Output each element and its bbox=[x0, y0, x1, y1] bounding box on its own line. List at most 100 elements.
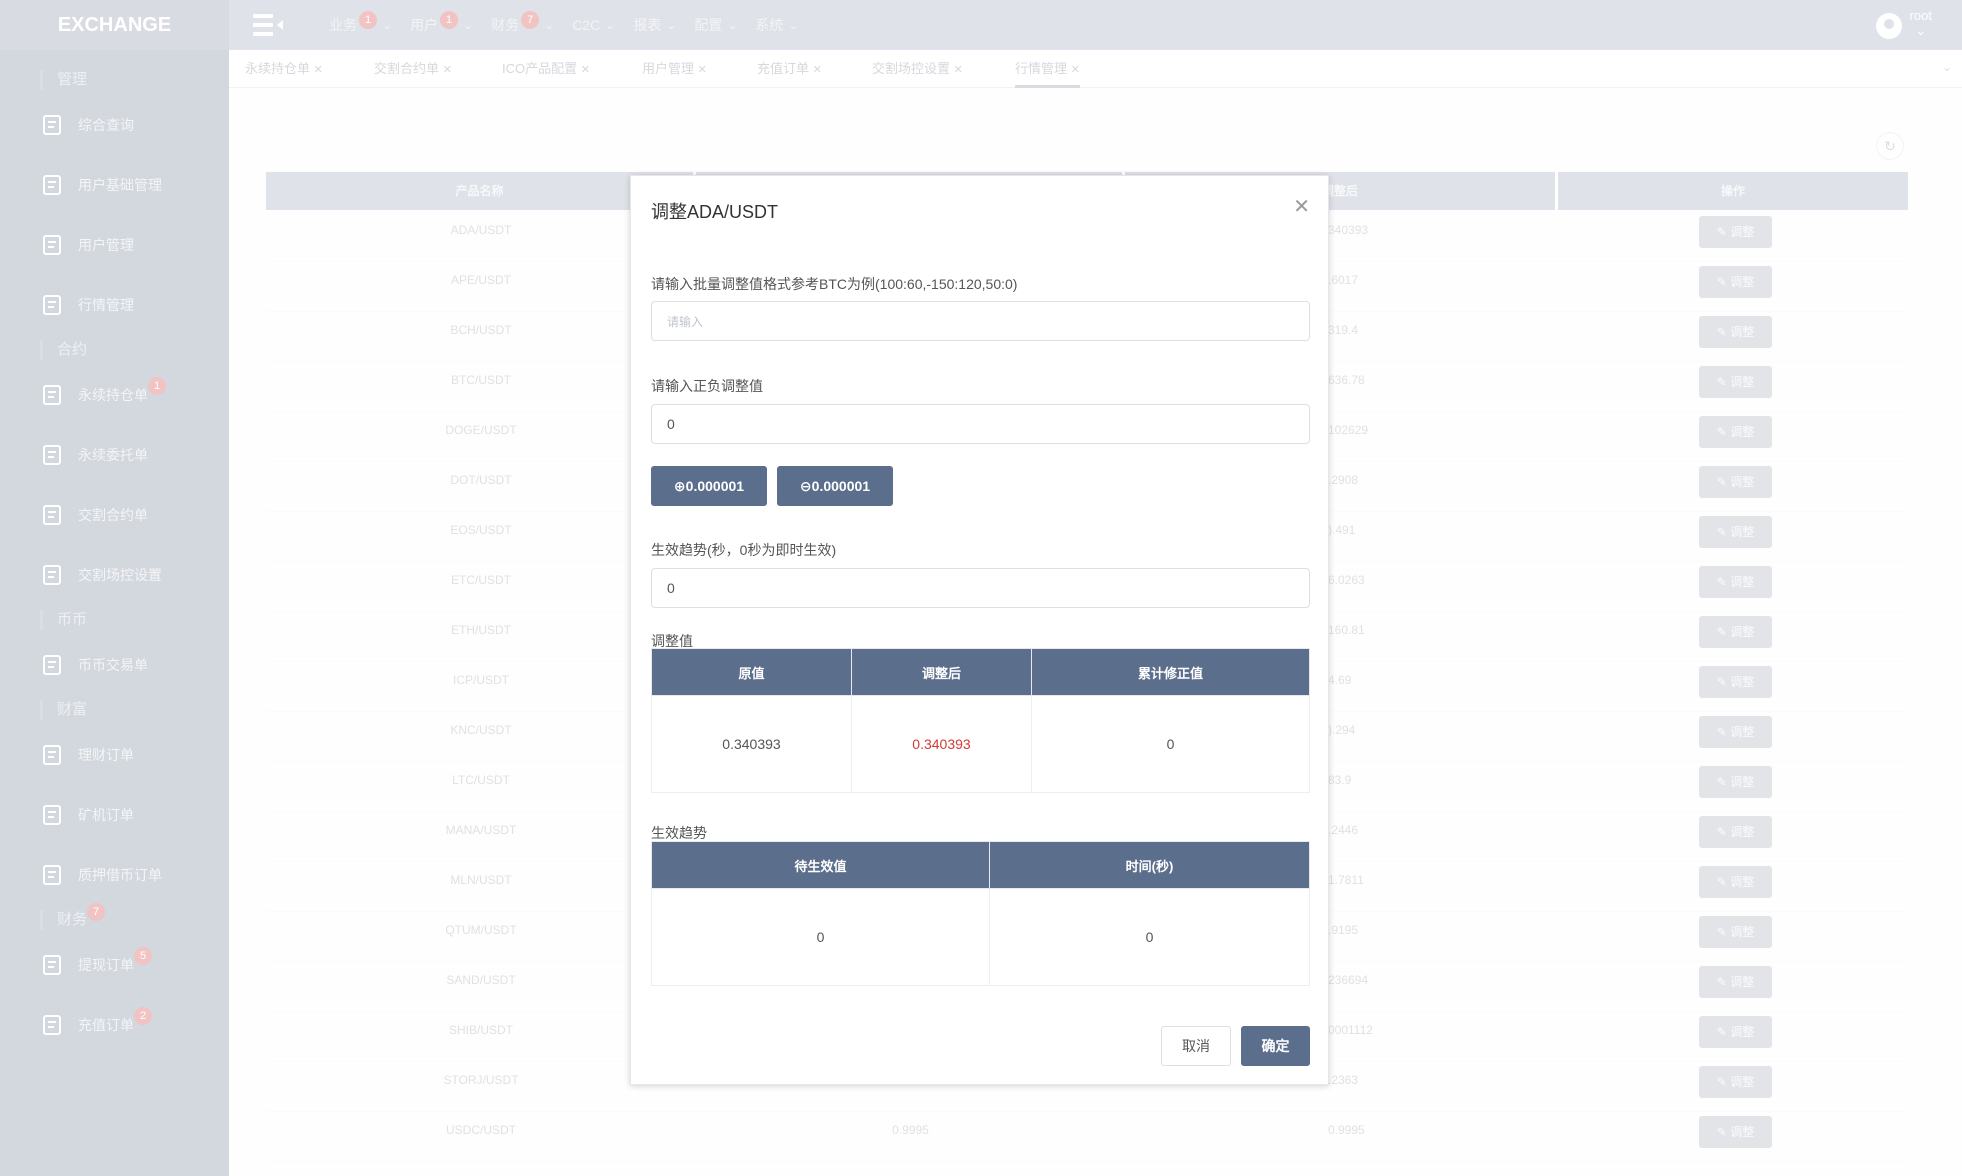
adjust-button[interactable]: ✎ 调整 bbox=[1699, 866, 1772, 898]
adjust-button[interactable]: ✎ 调整 bbox=[1699, 616, 1772, 648]
close-icon[interactable]: ✕ bbox=[1070, 64, 1080, 76]
sidebar-item[interactable]: 交割场控设置 bbox=[40, 560, 162, 590]
trend-input[interactable] bbox=[651, 568, 1310, 608]
sidebar-item[interactable]: 理财订单 bbox=[40, 740, 134, 770]
tab-label: 交割场控设置 bbox=[872, 61, 951, 76]
avatar-icon bbox=[1875, 13, 1902, 39]
adjust-button[interactable]: ✎ 调整 bbox=[1699, 566, 1772, 598]
plus-circle-icon: ⊕ bbox=[673, 478, 686, 494]
user-menu[interactable]: root ⌄ bbox=[1874, 8, 1932, 40]
adjust-button[interactable]: ✎ 调整 bbox=[1699, 516, 1772, 548]
sidebar-item[interactable]: 币币交易单 bbox=[40, 650, 148, 680]
menu-label: 报表 bbox=[633, 17, 662, 33]
close-icon[interactable]: ✕ bbox=[812, 64, 822, 76]
sidebar-item[interactable]: 用户基础管理 bbox=[40, 170, 162, 200]
sidebar-item[interactable]: 矿机订单 bbox=[40, 800, 134, 830]
count-badge: 1 bbox=[440, 11, 459, 29]
adjust-button[interactable]: ✎ 调整 bbox=[1699, 216, 1772, 248]
gear-icon bbox=[40, 563, 66, 587]
decrease-button[interactable]: ⊖0.000001 bbox=[777, 466, 893, 506]
product-name: MLN/USDT bbox=[450, 873, 512, 887]
adjusted-value: 160.81 bbox=[1328, 623, 1365, 637]
adjust-button[interactable]: ✎ 调整 bbox=[1699, 416, 1772, 448]
sidebar-item[interactable]: 综合查询 bbox=[40, 110, 134, 140]
sidebar-item[interactable]: 质押借币订单 bbox=[40, 860, 162, 890]
sidebar-item-label: 充值订单 bbox=[78, 1017, 134, 1033]
batch-input[interactable] bbox=[651, 301, 1310, 341]
close-icon[interactable]: ✕ bbox=[442, 64, 452, 76]
tab[interactable]: 永续持仓单 ✕ bbox=[245, 50, 323, 88]
section-label: 财务 bbox=[57, 911, 88, 928]
tab[interactable]: 用户管理 ✕ bbox=[642, 50, 707, 88]
adjust-button[interactable]: ✎ 调整 bbox=[1699, 816, 1772, 848]
close-icon[interactable]: ✕ bbox=[953, 64, 963, 76]
adjust-button[interactable]: ✎ 调整 bbox=[1699, 366, 1772, 398]
adjust-button[interactable]: ✎ 调整 bbox=[1699, 766, 1772, 798]
chevron-down-icon: ⌄ bbox=[544, 18, 555, 32]
product-name: QTUM/USDT bbox=[445, 923, 517, 937]
adjust-button[interactable]: ✎ 调整 bbox=[1699, 966, 1772, 998]
sidebar-item-label: 综合查询 bbox=[78, 117, 134, 133]
adjust-button[interactable]: ✎ 调整 bbox=[1699, 1066, 1772, 1098]
adjust-button[interactable]: ✎ 调整 bbox=[1699, 466, 1772, 498]
tab[interactable]: 充值订单 ✕ bbox=[757, 50, 822, 88]
tab[interactable]: 交割场控设置 ✕ bbox=[872, 50, 963, 88]
product-name: ICP/USDT bbox=[452, 673, 509, 687]
adjust-label: 调整 bbox=[1730, 425, 1755, 439]
edit-icon: ✎ bbox=[1716, 925, 1727, 939]
cumulative-value: 0 bbox=[1031, 695, 1310, 793]
close-icon[interactable]: ✕ bbox=[313, 64, 323, 76]
edit-icon: ✎ bbox=[1716, 1075, 1727, 1089]
adjust-button[interactable]: ✎ 调整 bbox=[1699, 666, 1772, 698]
top-menu: 业务 1 ⌄ 用户 1 ⌄ 财务 7 ⌄ C2C ⌄ 报表 ⌄ 配置 ⌄ 系统 ⌄ bbox=[329, 0, 798, 50]
edit-icon: ✎ bbox=[1716, 225, 1727, 239]
sidebar-item-label: 用户基础管理 bbox=[78, 177, 162, 193]
top-menu-item[interactable]: 系统 ⌄ bbox=[755, 15, 798, 35]
top-menu-item[interactable]: 报表 ⌄ bbox=[633, 15, 676, 35]
adjust-button[interactable]: ✎ 调整 bbox=[1699, 1116, 1772, 1148]
top-menu-item[interactable]: C2C ⌄ bbox=[572, 17, 615, 33]
logo: EXCHANGE bbox=[0, 0, 229, 50]
chevron-down-icon[interactable]: ⌄ bbox=[1941, 60, 1952, 74]
adjust-button[interactable]: ✎ 调整 bbox=[1699, 266, 1772, 298]
adjust-button[interactable]: ✎ 调整 bbox=[1699, 1016, 1772, 1048]
cancel-button[interactable]: 取消 bbox=[1161, 1026, 1231, 1066]
tab[interactable]: 行情管理 ✕ bbox=[1015, 50, 1080, 88]
sidebar-item[interactable]: 行情管理 bbox=[40, 290, 134, 320]
sidebar-item[interactable]: 用户管理 bbox=[40, 230, 134, 260]
section-label: 币币 bbox=[57, 611, 88, 628]
edit-icon: ✎ bbox=[1716, 425, 1727, 439]
menu-label: 配置 bbox=[694, 17, 723, 33]
tab[interactable]: 交割合约单 ✕ bbox=[374, 50, 452, 88]
column-header: 调整后 bbox=[851, 648, 1032, 696]
sidebar-item[interactable]: 永续持仓单 1 bbox=[40, 377, 166, 410]
product-name: ETC/USDT bbox=[451, 573, 511, 587]
adjust-label: 调整 bbox=[1730, 675, 1755, 689]
adjust-button[interactable]: ✎ 调整 bbox=[1699, 916, 1772, 948]
sidebar-item[interactable]: 提现订单 5 bbox=[40, 947, 152, 980]
document-trend-icon bbox=[40, 443, 66, 467]
sidebar-item[interactable]: 交割合约单 bbox=[40, 500, 148, 530]
menu-label: 业务 bbox=[329, 17, 357, 33]
top-menu-item[interactable]: 财务 7 ⌄ bbox=[491, 11, 555, 35]
confirm-button[interactable]: 确定 bbox=[1241, 1026, 1310, 1066]
top-menu-item[interactable]: 配置 ⌄ bbox=[694, 15, 737, 35]
adjust-button[interactable]: ✎ 调整 bbox=[1699, 316, 1772, 348]
delta-label: 请输入正负调整值 bbox=[651, 378, 763, 394]
delta-input[interactable] bbox=[651, 404, 1310, 444]
top-menu-item[interactable]: 业务 1 ⌄ bbox=[329, 11, 392, 35]
close-icon[interactable]: ✕ bbox=[1293, 196, 1310, 218]
sidebar-item[interactable]: 充值订单 2 bbox=[40, 1007, 152, 1040]
close-icon[interactable]: ✕ bbox=[697, 64, 707, 76]
edit-icon: ✎ bbox=[1716, 775, 1727, 789]
top-menu-item[interactable]: 用户 1 ⌄ bbox=[410, 11, 474, 35]
close-icon[interactable]: ✕ bbox=[580, 64, 590, 76]
sidebar-item[interactable]: 永续委托单 bbox=[40, 440, 148, 470]
tab[interactable]: ICO产品配置 ✕ bbox=[502, 50, 590, 88]
refresh-icon[interactable]: ↻ bbox=[1876, 132, 1904, 160]
column-header: 累计修正值 bbox=[1031, 648, 1310, 696]
menu-toggle-icon[interactable] bbox=[253, 13, 287, 42]
chevron-down-icon: ⌄ bbox=[463, 18, 474, 32]
adjust-button[interactable]: ✎ 调整 bbox=[1699, 716, 1772, 748]
increase-button[interactable]: ⊕0.000001 bbox=[651, 466, 767, 506]
